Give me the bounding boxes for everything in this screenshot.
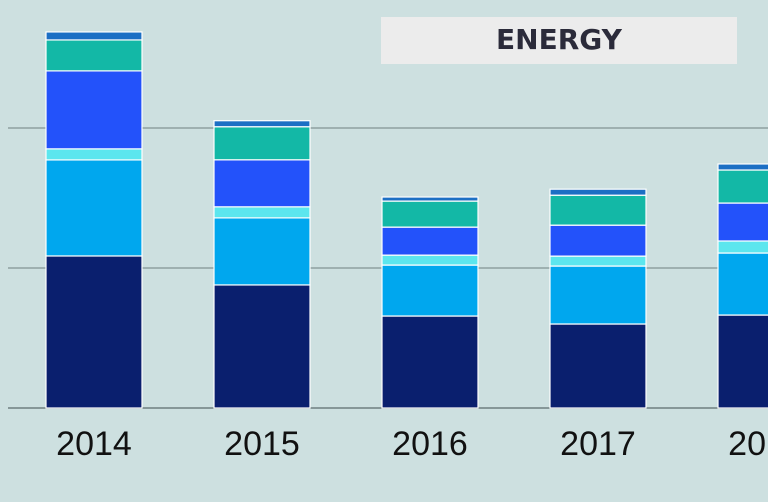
bar-segment xyxy=(549,224,647,257)
bar-segment xyxy=(45,148,143,161)
bar-segment xyxy=(213,159,311,208)
bar-segment xyxy=(381,196,479,202)
bar-segment xyxy=(549,265,647,325)
bar-segment xyxy=(213,206,311,219)
bar-segment xyxy=(717,314,768,409)
bar-segment xyxy=(549,188,647,196)
bar-segment xyxy=(381,264,479,317)
x-tick-label: 2015 xyxy=(224,425,300,463)
bar-segment xyxy=(549,323,647,409)
bar-segment xyxy=(213,284,311,409)
bar-segment xyxy=(717,169,768,204)
x-tick-label: 2017 xyxy=(560,425,636,463)
bar-segment xyxy=(45,39,143,72)
bar-segment xyxy=(549,194,647,226)
x-tick-label: 2016 xyxy=(392,425,468,463)
chart-title: ENERGY xyxy=(496,23,623,56)
bar-segment xyxy=(213,120,311,128)
bar-segment xyxy=(717,240,768,254)
bar-segment xyxy=(45,70,143,150)
bar-segment xyxy=(45,31,143,41)
x-tick-label: 2018 xyxy=(728,425,768,463)
bar-segment xyxy=(381,254,479,266)
bar-segment xyxy=(381,226,479,256)
title-box xyxy=(381,17,737,64)
bar-segment xyxy=(213,126,311,161)
bar-segment xyxy=(717,252,768,316)
bar-segment xyxy=(381,200,479,228)
bar-segment xyxy=(45,159,143,257)
bar-segment xyxy=(717,163,768,171)
bar-segment xyxy=(213,217,311,286)
bar-segment xyxy=(45,255,143,409)
bar-segment xyxy=(717,202,768,242)
bar-segment xyxy=(549,255,647,267)
x-tick-label: 2014 xyxy=(56,425,132,463)
bar-segment xyxy=(381,315,479,409)
